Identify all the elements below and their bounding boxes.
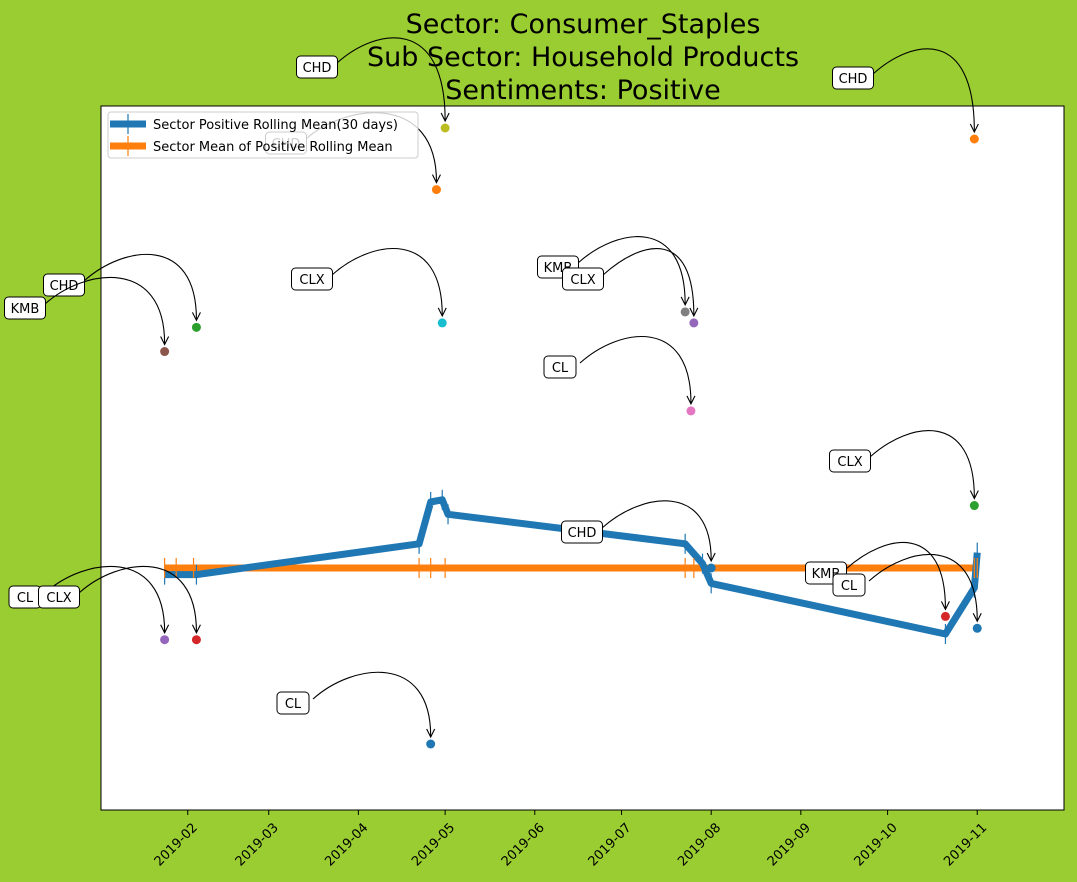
annotation-box xyxy=(561,520,603,544)
annotation-box xyxy=(829,449,871,473)
stock-point xyxy=(969,134,979,144)
annotation-arrow xyxy=(577,236,686,304)
stock-point xyxy=(689,318,699,328)
annotation-box xyxy=(832,66,874,90)
title-line: Sub Sector: Household Products xyxy=(367,42,799,73)
legend-frame xyxy=(107,111,419,159)
arrow-head xyxy=(160,624,170,634)
annotation-box xyxy=(296,55,338,79)
annotation-arrow xyxy=(602,247,695,315)
annotation-box xyxy=(832,573,866,597)
stock-point xyxy=(437,318,447,328)
arrow-head xyxy=(689,307,699,318)
legend-label: Sector Positive Rolling Mean(30 days) xyxy=(153,118,398,133)
stock-point xyxy=(706,563,716,573)
stock-point xyxy=(969,501,979,511)
title-line: Sentiments: Positive xyxy=(445,75,720,106)
arrow-head xyxy=(680,296,690,307)
annotation-label: CLX xyxy=(570,273,595,288)
annotation-label: CHD xyxy=(839,72,868,87)
arrow-head xyxy=(191,312,201,322)
stock-point xyxy=(191,635,201,645)
annotation-box xyxy=(562,267,604,291)
stock-point xyxy=(972,623,982,633)
stock-point xyxy=(686,406,696,416)
arrow-head xyxy=(426,728,436,739)
stock-point xyxy=(160,347,170,357)
annotation-arrow xyxy=(336,37,446,121)
annotation-label: CLX xyxy=(837,455,862,470)
annotation-arrow xyxy=(869,430,975,498)
annotation-label: CHD xyxy=(50,279,79,294)
arrow-head xyxy=(972,613,982,623)
stock-point xyxy=(680,307,690,317)
annotation-arrow xyxy=(312,671,432,737)
annotation-arrow xyxy=(868,554,978,621)
annotation-box xyxy=(38,585,80,609)
arrow-head xyxy=(686,395,696,406)
arrow-head xyxy=(191,624,201,634)
annotation-label: CLX xyxy=(46,591,71,606)
plot-area xyxy=(100,105,1065,811)
legend: Sector Positive Rolling Mean(30 days) Sec… xyxy=(107,111,419,159)
annotation-arrow xyxy=(845,542,946,609)
arrow-head xyxy=(969,123,979,134)
annotation-arrow xyxy=(83,253,197,320)
arrow-head xyxy=(431,174,441,184)
annotation-arrow xyxy=(44,277,166,344)
arrow-head xyxy=(706,552,716,563)
arrow-head xyxy=(440,112,450,123)
annotation-label: CHD xyxy=(303,61,332,76)
stock-point xyxy=(191,322,201,332)
stock-point xyxy=(160,635,170,645)
stock-point xyxy=(440,123,450,133)
annotation-box xyxy=(4,296,46,320)
stock-point xyxy=(940,611,950,621)
annotation-box xyxy=(543,355,577,379)
stock-point xyxy=(431,185,441,195)
arrow-head xyxy=(969,490,979,500)
stock-point xyxy=(426,739,436,749)
annotation-arrow xyxy=(78,566,197,632)
arrow-head xyxy=(437,307,447,318)
annotation-arrow xyxy=(872,48,975,132)
annotation-layer: CHDCHDCHDCHDKMBCLXKMBCLXCLCLXCHDKMBCLCLC… xyxy=(4,37,982,749)
annotation-box xyxy=(43,273,85,297)
annotation-label: CL xyxy=(285,697,302,712)
annotation-arrow xyxy=(44,566,166,632)
annotation-box xyxy=(276,691,310,715)
annotation-label: CL xyxy=(841,579,858,594)
annotation-label: CHD xyxy=(568,526,597,541)
annotation-label: CL xyxy=(17,591,34,606)
legend-label: Sector Mean of Positive Rolling Mean xyxy=(153,140,393,155)
arrow-head xyxy=(160,336,170,346)
annotation-arrow xyxy=(579,336,692,403)
arrow-head xyxy=(940,601,950,611)
title-line: Sector: Consumer_Staples xyxy=(406,9,761,40)
annotation-arrow xyxy=(331,248,443,315)
annotation-label: CLX xyxy=(299,273,324,288)
annotation-box xyxy=(291,267,333,291)
annotation-label: KMB xyxy=(11,302,40,317)
annotation-arrow xyxy=(601,500,712,561)
annotation-label: CL xyxy=(552,361,569,376)
